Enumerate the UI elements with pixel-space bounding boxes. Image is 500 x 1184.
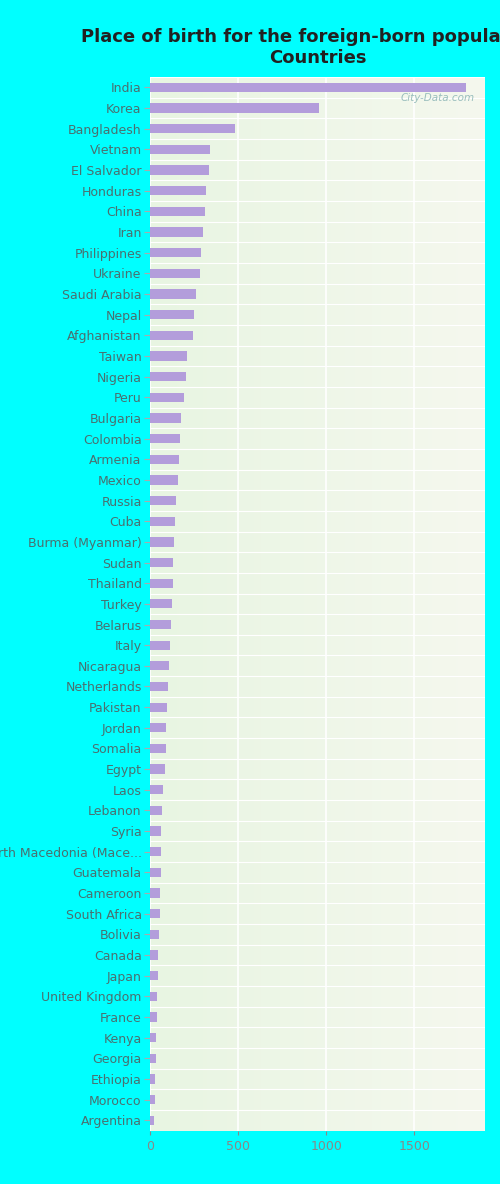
Bar [150, 723, 166, 733]
Bar [150, 641, 170, 650]
Bar [150, 455, 180, 464]
Bar [150, 868, 160, 877]
Bar [150, 929, 159, 939]
Bar [150, 227, 203, 237]
Bar [150, 433, 180, 443]
Bar [150, 971, 158, 980]
Bar [150, 847, 161, 856]
Bar [150, 83, 466, 92]
Bar [150, 124, 234, 134]
Bar [150, 144, 210, 154]
Bar [150, 516, 175, 526]
Bar [150, 599, 172, 609]
Bar [150, 1095, 155, 1105]
Bar [150, 413, 182, 423]
Bar [150, 475, 178, 484]
Bar [150, 1074, 156, 1083]
Bar [150, 207, 204, 215]
Title: Place of birth for the foreign-born population -
Countries: Place of birth for the foreign-born popu… [81, 28, 500, 67]
Bar [150, 806, 162, 815]
Bar [150, 103, 320, 112]
Bar [150, 702, 168, 712]
Bar [150, 1012, 157, 1022]
Bar [150, 289, 196, 298]
Bar [150, 951, 158, 960]
Text: City-Data.com: City-Data.com [401, 92, 475, 103]
Bar [150, 620, 171, 629]
Bar [150, 496, 176, 506]
Bar [150, 372, 186, 381]
Bar [150, 682, 168, 691]
Bar [150, 269, 200, 278]
Bar [150, 310, 194, 320]
Bar [150, 765, 164, 774]
Bar [150, 661, 169, 670]
Bar [150, 247, 201, 257]
Bar [150, 330, 193, 340]
Bar [150, 744, 166, 753]
Bar [150, 888, 160, 897]
Bar [150, 186, 206, 195]
Bar [150, 579, 172, 587]
Bar [150, 909, 160, 919]
Bar [150, 166, 209, 174]
Bar [150, 785, 163, 794]
Bar [150, 1034, 156, 1042]
Bar [150, 826, 162, 836]
Bar [150, 558, 174, 567]
Bar [150, 538, 174, 547]
Bar [150, 992, 157, 1000]
Bar [150, 1054, 156, 1063]
Bar [150, 1115, 154, 1125]
Bar [150, 352, 187, 361]
Bar [150, 393, 184, 401]
